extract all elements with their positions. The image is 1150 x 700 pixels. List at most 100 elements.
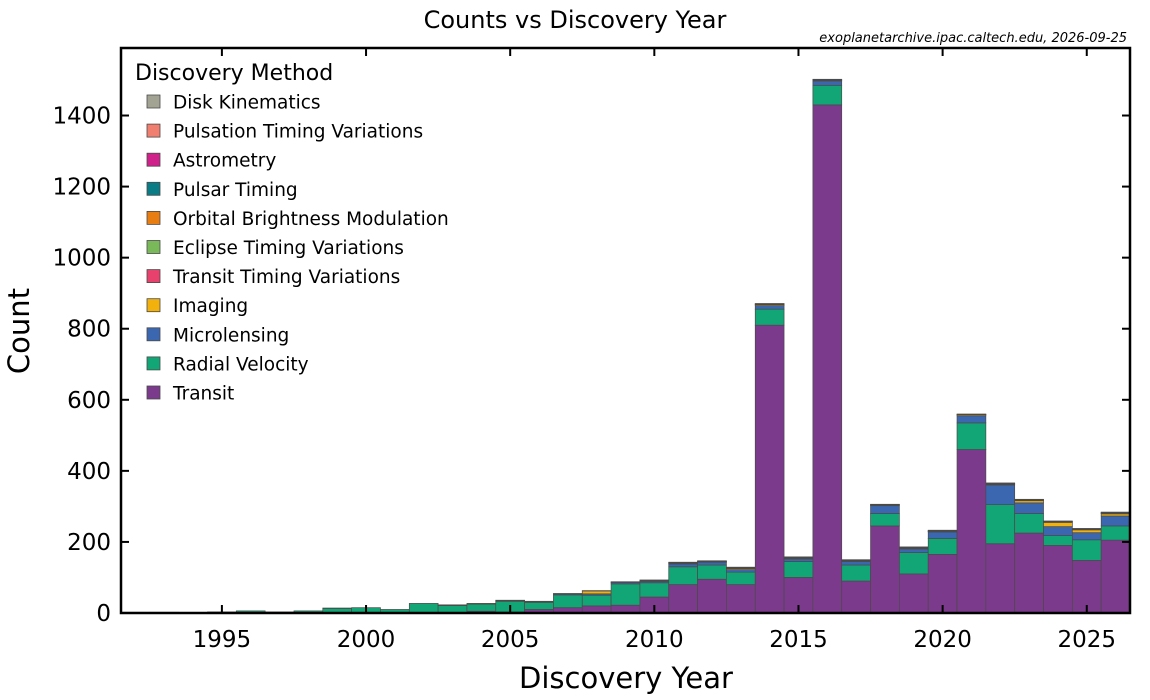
bar-segment-transit-2017: [841, 580, 871, 614]
bar-segment-microlensing-2018: [870, 505, 900, 514]
bar-segment-microlensing-2026: [1100, 515, 1131, 527]
bar-segment-radial-velocity-2008: [581, 594, 612, 607]
y-tick-label: 600: [67, 388, 111, 414]
legend-label: Radial Velocity: [173, 354, 309, 375]
bar-segment-microlensing-2017: [841, 561, 871, 566]
bar-segment-microlensing-2014: [754, 305, 785, 310]
legend-label: Transit: [172, 384, 234, 405]
bar-segment-transit-2012: [697, 578, 727, 614]
x-tick-label: 1995: [193, 627, 252, 653]
legend-swatch: [146, 385, 161, 400]
plot-frame: [119, 46, 1132, 615]
legend-label: Imaging: [173, 296, 248, 317]
legend-swatch: [146, 240, 161, 254]
bar-segment-imaging-2004: [466, 603, 497, 605]
chart-title: Counts vs Discovery Year: [424, 6, 727, 34]
legend-swatch: [146, 327, 161, 342]
bar-segment-radial-velocity-2014: [754, 308, 785, 326]
bar-segment-imaging-2024: [1043, 522, 1073, 528]
bar-segment-radial-velocity-2013: [726, 571, 756, 585]
x-tick-label: 2015: [769, 627, 828, 653]
bar-segment-radial-velocity-2015: [783, 561, 814, 578]
bar-segment-radial-velocity-2011: [668, 566, 698, 585]
bar-segment-transit-2022: [985, 543, 1016, 614]
bar-segment-imaging-2025: [1071, 529, 1102, 534]
bar-segment-transit-2026: [1100, 539, 1131, 614]
bar-segment-radial-velocity-2023: [1014, 513, 1044, 534]
bar-segment-transit-2020: [927, 554, 958, 614]
legend-title: Discovery Method: [135, 61, 333, 86]
legend-label: Pulsation Timing Variations: [173, 122, 423, 143]
legend: Discovery Method Disk Kinematics Pulsatio…: [135, 61, 449, 405]
y-tick-label: 800: [67, 317, 111, 343]
x-tick-label: 2025: [1057, 627, 1116, 653]
bar-segment-eclipse-timing-variations-2010: [639, 579, 670, 582]
bar-segment-transit-2024: [1043, 545, 1073, 614]
x-tick-label: 2005: [481, 627, 540, 653]
y-tick-label: 1200: [52, 175, 111, 201]
bar-segment-transit-2021: [956, 449, 987, 614]
bar-segment-microlensing-2013: [726, 569, 756, 573]
bar-segment-radial-velocity-2018: [870, 513, 900, 527]
bar-segment-radial-velocity-2009: [610, 583, 641, 606]
bar-segment-radial-velocity-2017: [841, 564, 871, 582]
bar-segment-microlensing-2023: [1014, 502, 1044, 514]
bar-segment-radial-velocity-2004: [466, 603, 497, 612]
bar-segment-radial-velocity-2007: [553, 594, 583, 609]
x-axis-label: Discovery Year: [519, 661, 733, 695]
bar-segment-transit-2023: [1014, 532, 1044, 614]
bar-segment-transit-2019: [899, 573, 929, 614]
axis-ticks: 1995 2000 2005 2010 2015 2020 2025 0 200 400 600 80…: [52, 48, 1130, 653]
bar-segment-microlensing-2015: [783, 558, 814, 562]
legend-swatch: [146, 269, 161, 284]
bar-segment-microlensing-2020: [927, 531, 958, 539]
bar-segment-radial-velocity-2024: [1043, 535, 1073, 546]
bar-segment-radial-velocity-2026: [1100, 525, 1131, 541]
bar-segment-radial-velocity-2003: [437, 605, 468, 613]
legend-label: Eclipse Timing Variations: [173, 238, 404, 259]
x-tick-label: 2000: [337, 627, 396, 653]
bar-segment-radial-velocity-2010: [639, 582, 670, 598]
legend-swatch: [146, 356, 161, 371]
bar-segment-radial-velocity-2021: [956, 422, 987, 450]
legend-label: Transit Timing Variations: [172, 267, 400, 288]
bar-segment-radial-velocity-2019: [899, 552, 929, 575]
bar-segment-microlensing-2021: [956, 415, 987, 424]
legend-label: Orbital Brightness Modulation: [173, 209, 449, 230]
bar-segment-radial-velocity-2022: [985, 504, 1016, 545]
y-axis-label: Count: [2, 288, 36, 374]
bar-segment-microlensing-2016: [812, 80, 843, 86]
legend-label: Microlensing: [173, 325, 289, 346]
legend-label: Disk Kinematics: [173, 93, 321, 114]
bar-segment-radial-velocity-2020: [927, 538, 958, 555]
source-note: exoplanetarchive.ipac.caltech.edu, 2026-…: [819, 31, 1127, 46]
legend-swatch: [146, 181, 161, 196]
bar-segment-microlensing-2022: [985, 484, 1016, 505]
legend-swatch: [146, 94, 161, 109]
legend-label: Astrometry: [173, 151, 276, 172]
bar-segment-microlensing-2011: [668, 563, 698, 568]
bar-segment-microlensing-2024: [1043, 526, 1073, 536]
bar-segment-radial-velocity-2025: [1071, 539, 1102, 561]
bar-segment-transit-2014: [754, 324, 785, 614]
bar-segment-transit-2013: [726, 584, 756, 614]
y-tick-label: 1000: [52, 246, 111, 272]
bar-segment-radial-velocity-2002: [408, 603, 439, 614]
bars-group: [120, 78, 1131, 614]
y-tick-label: 1400: [52, 104, 111, 130]
y-tick-label: 200: [67, 530, 111, 556]
x-tick-label: 2020: [913, 627, 972, 653]
legend-swatch: [146, 210, 161, 225]
bar-segment-microlensing-2019: [899, 548, 929, 553]
bar-segment-transit-2011: [668, 584, 698, 614]
x-tick-label: 2010: [625, 627, 684, 653]
legend-swatch: [146, 123, 161, 138]
bar-segment-microlensing-2012: [697, 561, 727, 566]
y-tick-label: 0: [96, 601, 111, 627]
legend-swatch: [146, 152, 161, 167]
bar-segment-imaging-2008: [581, 590, 612, 595]
bar-segment-radial-velocity-2006: [524, 601, 554, 610]
bar-segment-transit-2018: [870, 525, 900, 614]
y-tick-label: 400: [67, 459, 111, 485]
